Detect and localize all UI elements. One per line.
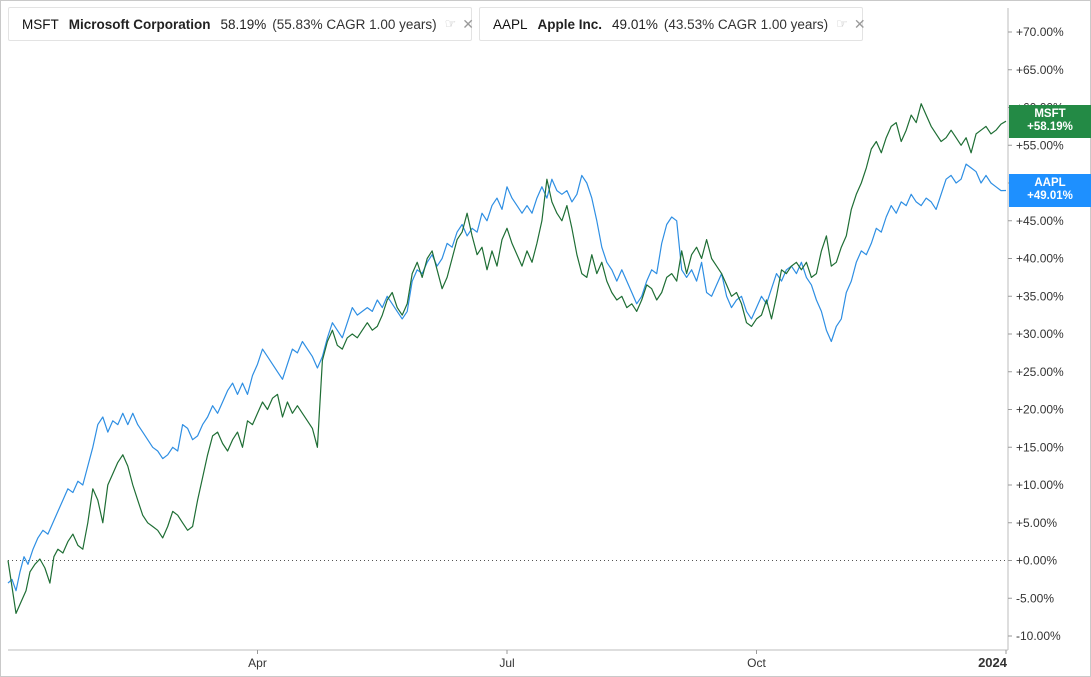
x-tick-label: Apr xyxy=(248,656,267,670)
y-tick-label: +5.00% xyxy=(1016,516,1057,530)
y-tick-label: +55.00% xyxy=(1016,138,1064,152)
settings-hand-icon[interactable]: ☞ xyxy=(836,16,848,31)
legend-return: 58.19% xyxy=(220,16,267,32)
series-line-aapl[interactable] xyxy=(7,163,1007,592)
y-tick-label: +70.00% xyxy=(1016,25,1064,39)
legend-company-name: Apple Inc. xyxy=(537,16,603,32)
y-tick-label: +15.00% xyxy=(1016,440,1064,454)
close-icon[interactable]: ✕ xyxy=(853,15,866,32)
tag-ticker: AAPL xyxy=(1034,177,1066,189)
y-tick-label: +40.00% xyxy=(1016,252,1064,266)
x-tick-label: 2024 xyxy=(978,655,1008,670)
legend-item-msft[interactable]: MSFT Microsoft Corporation 58.19% (55.83… xyxy=(8,7,475,41)
legend-ticker: AAPL xyxy=(493,16,528,32)
x-axis: Apr Jul Oct 2024 xyxy=(248,650,1008,670)
last-value-tag-aapl: AAPL +49.01% xyxy=(1009,174,1091,207)
legend-company-name: Microsoft Corporation xyxy=(68,16,211,32)
last-value-tag-msft: MSFT +58.19% xyxy=(1009,105,1091,138)
close-icon[interactable]: ✕ xyxy=(462,15,475,32)
settings-hand-icon[interactable]: ☞ xyxy=(444,16,457,31)
y-tick-label: -10.00% xyxy=(1016,629,1061,643)
tag-ticker: MSFT xyxy=(1034,108,1066,120)
y-tick-label: +0.00% xyxy=(1016,554,1057,568)
legend-item-aapl[interactable]: AAPL Apple Inc. 49.01% (43.53% CAGR 1.00… xyxy=(479,7,866,41)
y-tick-label: +10.00% xyxy=(1016,478,1064,492)
x-tick-label: Oct xyxy=(747,656,766,670)
y-tick-label: +35.00% xyxy=(1016,289,1064,303)
y-tick-label: +30.00% xyxy=(1016,327,1064,341)
legend-return: 49.01% xyxy=(612,16,658,32)
legend-cagr: (55.83% CAGR 1.00 years) xyxy=(272,16,437,32)
x-tick-label: Jul xyxy=(499,656,514,670)
y-tick-label: +45.00% xyxy=(1016,214,1064,228)
legend-cagr: (43.53% CAGR 1.00 years) xyxy=(663,16,829,32)
y-tick-label: -5.00% xyxy=(1016,591,1054,605)
legend-ticker: MSFT xyxy=(22,16,59,32)
y-tick-label: +25.00% xyxy=(1016,365,1064,379)
series-layer xyxy=(7,103,1007,615)
tag-value: +58.19% xyxy=(1027,121,1073,133)
tag-value: +49.01% xyxy=(1027,190,1073,202)
y-tick-label: +20.00% xyxy=(1016,403,1064,417)
series-line-msft[interactable] xyxy=(7,103,1007,615)
y-tick-label: +65.00% xyxy=(1016,63,1064,77)
